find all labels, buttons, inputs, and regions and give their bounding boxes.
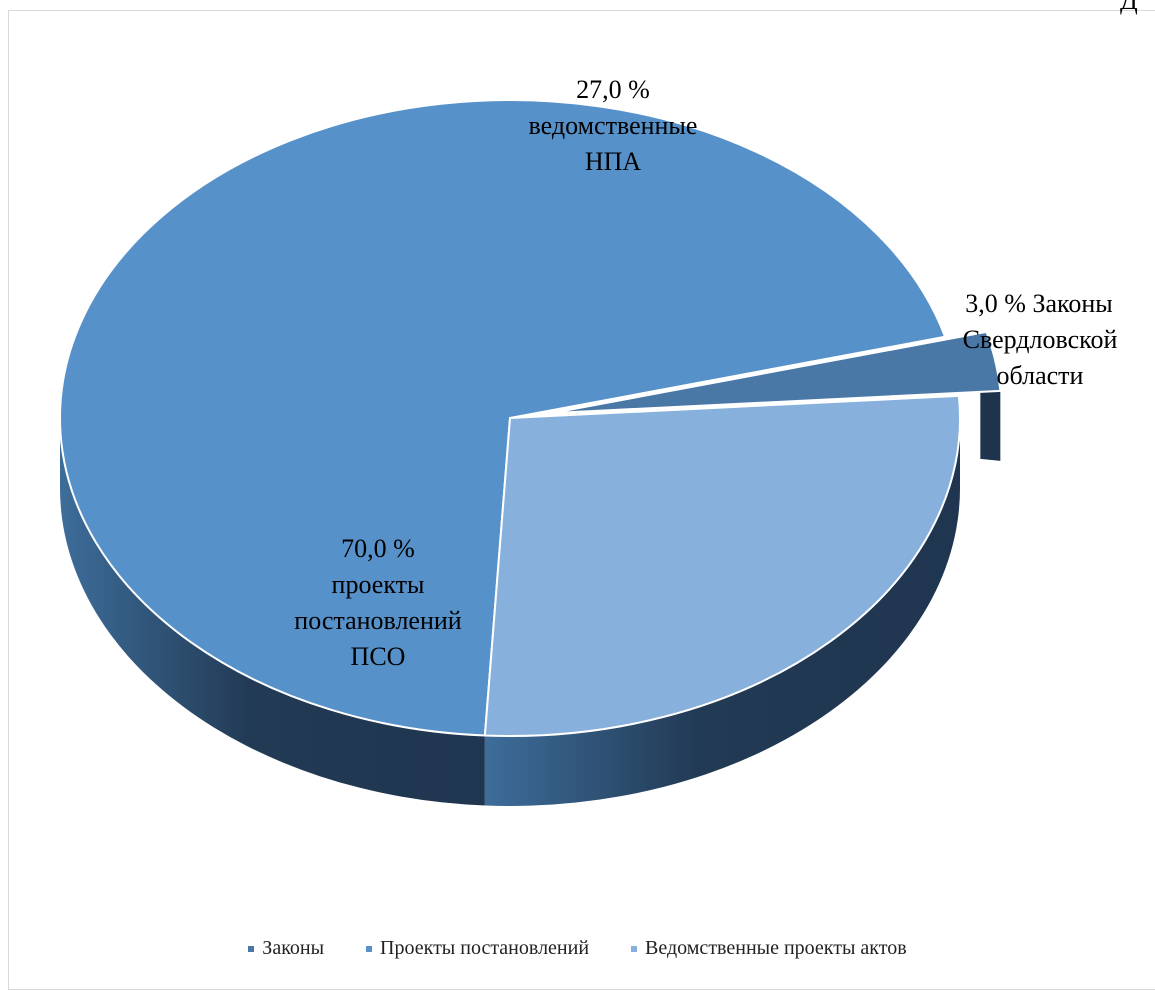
legend-label-vedomstvennye: Ведомственные проекты актов [645,937,907,959]
legend-item-zakony: Законы [248,937,324,960]
legend-label-proekty: Проекты постановлений [380,937,590,959]
legend-swatch-vedomstvennye [631,945,638,952]
slice-side-proekty [60,418,485,806]
legend-swatch-zakony [248,945,255,952]
slice-vedomstvennye [483,394,961,737]
slice-edge-zakony [980,390,1001,461]
legend-item-vedomstvennye: Ведомственные проекты актов [631,937,907,960]
legend-item-proekty: Проекты постановлений [366,937,589,960]
slice-zakony [551,330,1002,415]
legend-swatch-proekty [366,945,373,952]
corner-text: Д [1120,0,1138,15]
data-label-vedomstvennye: 27,0 % ведомственные НПА [529,75,698,176]
slice-proekty [59,99,947,737]
data-label-zakony: 3,0 % Законы Свердловской области [963,289,1118,390]
data-label-proekty: 70,0 % проекты постановлений ПСО [294,534,462,671]
pie-chart: 3,0 % Законы Свердловской области 70,0 % про… [59,75,1118,806]
legend: Законы Проекты постановлений Ведомственн… [0,937,1155,960]
legend-label-zakony: Законы [262,937,325,959]
slice-side-vedomstvennye [484,418,960,806]
